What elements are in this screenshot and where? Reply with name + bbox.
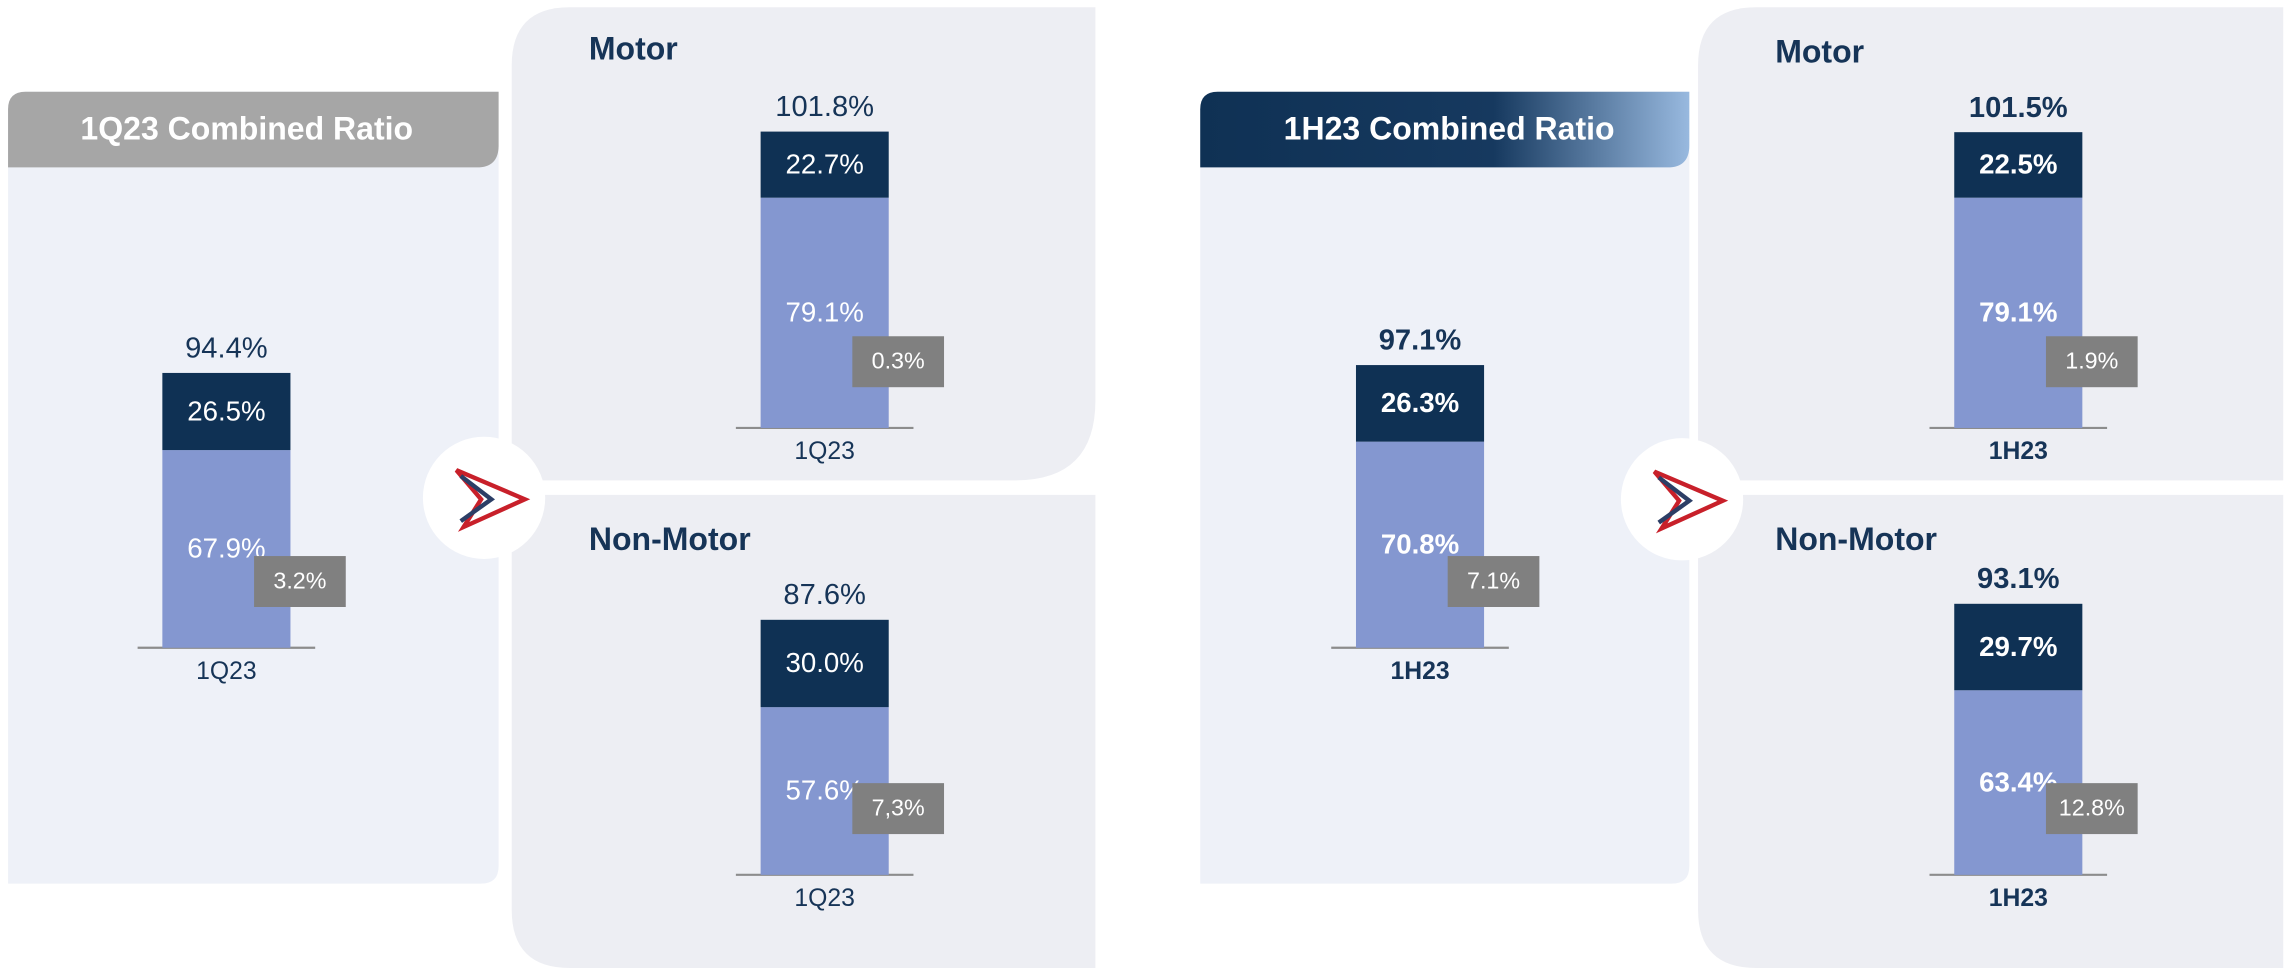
annotation-label: 7.1%: [1467, 567, 1520, 593]
annotation-box: [1447, 556, 1540, 608]
bar-segment: [1954, 132, 2083, 198]
header-bar: [8, 91, 499, 168]
total-label: 93.1%: [1977, 563, 2060, 595]
annotation-label: 12.8%: [2059, 794, 2125, 820]
bar-segment: [760, 131, 889, 198]
x-tick-label: 1Q23: [196, 658, 257, 685]
total-label: 101.5%: [1969, 92, 2068, 124]
bar-segment: [162, 372, 291, 451]
data-label: 29.7%: [1979, 631, 2057, 662]
total-label: 97.1%: [1379, 324, 1462, 356]
data-label: 30.0%: [785, 647, 863, 678]
bar-segment: [760, 197, 889, 428]
x-tick-label: 1Q23: [794, 885, 855, 912]
bar-segment: [1954, 197, 2083, 428]
data-label: 26.3%: [1381, 387, 1459, 418]
data-label: 70.8%: [1381, 528, 1459, 559]
panel-title: Motor: [589, 30, 678, 66]
annotation-box: [254, 556, 346, 608]
data-label: 26.5%: [187, 395, 265, 426]
bar-segment: [162, 450, 291, 648]
x-tick-label: 1H23: [1989, 438, 2048, 465]
annotation-label: 1.9%: [2065, 348, 2118, 374]
data-label: 79.1%: [785, 297, 863, 328]
annotation-box: [852, 783, 945, 835]
annotation-label: 3.2%: [273, 567, 326, 593]
data-label: 63.4%: [1979, 766, 2057, 797]
chart-title: 1H23 Combined Ratio: [1284, 110, 1615, 146]
header-bar: [1200, 91, 1690, 168]
data-label: 67.9%: [187, 533, 265, 564]
logo: [422, 436, 546, 559]
panel-title: Motor: [1775, 33, 1864, 69]
annotation-label: 0.3%: [872, 348, 925, 374]
bar-segment: [760, 619, 889, 708]
data-label: 22.7%: [785, 148, 863, 179]
total-label: 87.6%: [783, 579, 866, 611]
annotation-box: [852, 336, 945, 388]
bar-segment: [1355, 365, 1485, 442]
bar-segment: [1954, 690, 2083, 875]
chart-title: 1Q23 Combined Ratio: [80, 110, 413, 146]
annotation-label: 7,3%: [872, 794, 925, 820]
annotation-box: [2045, 336, 2138, 388]
data-label: 57.6%: [785, 775, 863, 806]
bar-segment: [1954, 603, 2083, 691]
total-label: 101.8%: [775, 91, 874, 123]
data-label: 79.1%: [1979, 297, 2057, 328]
data-label: 22.5%: [1979, 149, 2057, 180]
panel-title: Non-Motor: [589, 521, 751, 557]
logo: [1620, 438, 1744, 561]
bar-segment: [1355, 441, 1485, 648]
panel-title: Non-Motor: [1775, 521, 1937, 557]
total-label: 94.4%: [185, 332, 268, 364]
x-tick-label: 1Q23: [794, 438, 855, 465]
annotation-box: [2045, 783, 2138, 835]
x-tick-label: 1H23: [1989, 885, 2048, 912]
x-tick-label: 1H23: [1390, 658, 1449, 685]
